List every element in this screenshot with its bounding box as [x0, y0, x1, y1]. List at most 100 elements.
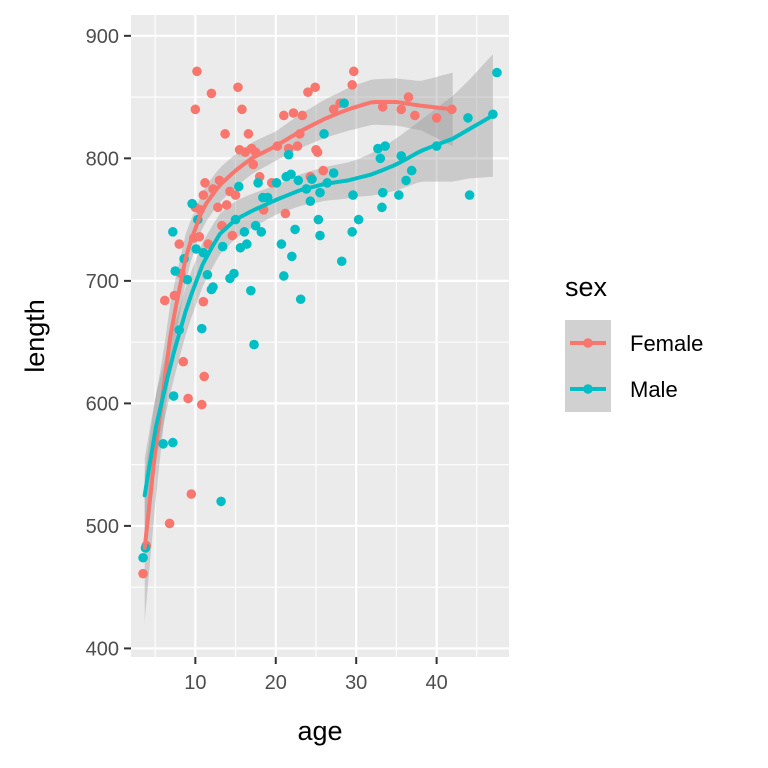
y-axis-title: length	[20, 299, 50, 373]
data-point-male	[216, 496, 226, 507]
data-point-male	[182, 274, 193, 285]
smooth-line-female	[142, 100, 455, 550]
data-point-male	[353, 214, 364, 225]
data-point-female	[213, 202, 223, 213]
data-point-female	[221, 200, 232, 210]
data-point-female	[237, 104, 247, 115]
data-point-male	[249, 339, 259, 350]
data-point-female	[199, 371, 209, 382]
data-point-female	[198, 190, 209, 200]
x-axis-ticks: 10 20 30 40	[184, 657, 448, 694]
data-point-male	[283, 149, 294, 160]
data-point-male	[233, 181, 244, 192]
data-point-male	[394, 190, 404, 200]
data-point-female	[328, 104, 339, 115]
smooth-line-male	[142, 113, 495, 498]
data-point-male	[256, 227, 267, 237]
data-point-male	[375, 153, 386, 164]
smooth-lines	[142, 100, 495, 550]
legend-label-female: Female	[630, 331, 703, 356]
grid-major	[131, 15, 509, 657]
data-point-female	[230, 190, 241, 200]
data-point-male	[253, 178, 263, 188]
legend-label-male: Male	[630, 377, 678, 402]
data-point-male	[229, 268, 239, 279]
y-tick-label: 800	[86, 148, 119, 170]
y-tick-label: 400	[86, 638, 119, 660]
data-point-male	[492, 67, 502, 78]
data-point-male	[187, 198, 197, 209]
data-point-female	[347, 80, 357, 90]
data-point-female	[138, 568, 148, 579]
y-tick-label: 600	[86, 393, 119, 415]
x-tick-label: 10	[184, 672, 206, 694]
data-point-female	[310, 82, 320, 93]
data-point-male	[246, 285, 256, 296]
data-point-male	[208, 282, 218, 292]
data-point-female	[206, 88, 217, 99]
data-point-male	[336, 256, 347, 267]
data-point-female	[192, 66, 202, 77]
data-point-female	[403, 92, 414, 102]
data-point-female	[243, 129, 254, 139]
data-point-male	[170, 266, 181, 276]
data-point-female	[396, 104, 407, 115]
data-point-female	[431, 113, 442, 123]
data-point-male	[377, 187, 388, 198]
data-point-female	[279, 110, 289, 121]
data-point-male	[290, 224, 300, 235]
confidence-band-male	[144, 54, 493, 532]
y-tick-label: 700	[86, 271, 119, 293]
data-point-male	[262, 192, 273, 203]
data-point-female	[227, 230, 238, 241]
data-point-female	[196, 399, 207, 410]
data-point-male	[307, 174, 317, 184]
data-point-male	[315, 230, 325, 241]
data-point-female	[174, 239, 185, 249]
legend-key-point	[583, 338, 593, 348]
data-point-male	[287, 251, 297, 262]
data-point-male	[373, 143, 383, 154]
data-point-male	[191, 244, 201, 254]
y-axis-ticks: 400 500 600 700 800 900	[86, 26, 131, 660]
data-point-male	[138, 552, 148, 563]
data-point-male	[293, 175, 304, 186]
data-point-female	[288, 108, 299, 118]
data-point-male	[347, 227, 357, 237]
x-axis-title: age	[297, 716, 342, 746]
x-tick-label: 20	[265, 672, 287, 694]
data-point-female	[297, 110, 308, 121]
data-point-female	[190, 104, 201, 115]
data-point-male	[464, 190, 475, 200]
data-point-female	[198, 296, 209, 307]
data-point-female	[377, 102, 388, 112]
data-point-female	[220, 129, 230, 139]
data-point-female	[186, 489, 197, 499]
data-point-female	[178, 356, 189, 367]
confidence-bands	[144, 54, 493, 622]
data-point-female	[280, 208, 291, 219]
y-tick-label: 500	[86, 516, 119, 538]
y-tick-label: 900	[86, 26, 119, 48]
data-point-male	[380, 141, 390, 151]
data-point-male	[286, 169, 296, 180]
data-point-female	[183, 393, 193, 404]
data-point-female	[348, 66, 359, 77]
data-point-male	[279, 271, 289, 281]
data-point-male	[239, 227, 250, 237]
data-point-male	[328, 168, 339, 178]
data-point-female	[318, 165, 329, 176]
legend-title: sex	[565, 272, 608, 302]
data-point-male	[242, 239, 252, 249]
data-point-male	[406, 165, 417, 176]
data-point-female	[410, 110, 420, 121]
legend-key-point	[583, 384, 593, 394]
data-point-male	[250, 220, 261, 231]
data-point-female	[312, 147, 323, 158]
data-point-female	[159, 295, 170, 306]
data-point-male	[348, 190, 358, 200]
data-point-male	[158, 439, 168, 449]
data-point-male	[168, 391, 179, 401]
data-point-male	[463, 113, 473, 123]
